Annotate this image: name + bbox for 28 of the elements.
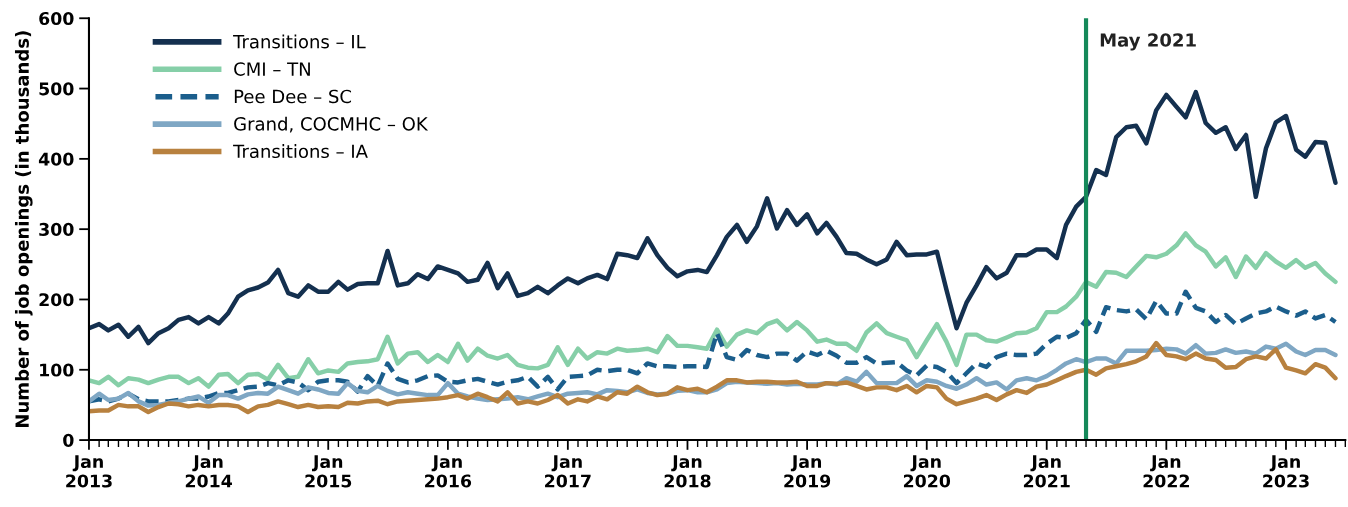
x-tick-label: Jan 2015: [305, 455, 352, 488]
x-tick-label: Jan 2016: [425, 455, 472, 488]
y-tick-label: 0: [63, 433, 74, 447]
y-tick-label: 400: [38, 152, 74, 166]
line-series: [88, 89, 1338, 346]
legend-label: Transitions – IL: [233, 34, 366, 49]
x-tick-label: Jan 2019: [784, 455, 831, 488]
ref-line-label: May 2021: [1100, 33, 1196, 51]
y-tick-label: 100: [40, 363, 74, 377]
x-tick-label: Jan 2023: [1263, 455, 1309, 488]
y-axis-title: Number of job openings (in thousands): [14, 31, 33, 427]
x-tick-label: Jan 2018: [664, 455, 711, 488]
y-tick-label: 200: [39, 293, 74, 307]
legend-label: Transitions – IA: [233, 144, 368, 159]
x-tick-label: Jan 2013: [66, 455, 112, 488]
x-tick-label: Jan 2020: [903, 455, 951, 488]
line-series: [88, 289, 1338, 404]
legend-label: Grand, COCMHC – OK: [234, 116, 429, 133]
y-tick-label: 600: [39, 11, 74, 26]
line-series: [88, 231, 1338, 389]
legend-label: CMI – TN: [234, 62, 310, 76]
x-tick-label: Jan 2014: [185, 455, 232, 488]
x-tick-label: Jan 2021: [1023, 455, 1070, 488]
legend-label: Pee Dee – SC: [234, 89, 352, 104]
y-tick-label: 300: [39, 222, 74, 237]
y-tick-label: 500: [39, 82, 74, 96]
x-tick-label: Jan 2022: [1143, 455, 1189, 488]
x-tick-label: Jan 2017: [545, 455, 591, 488]
